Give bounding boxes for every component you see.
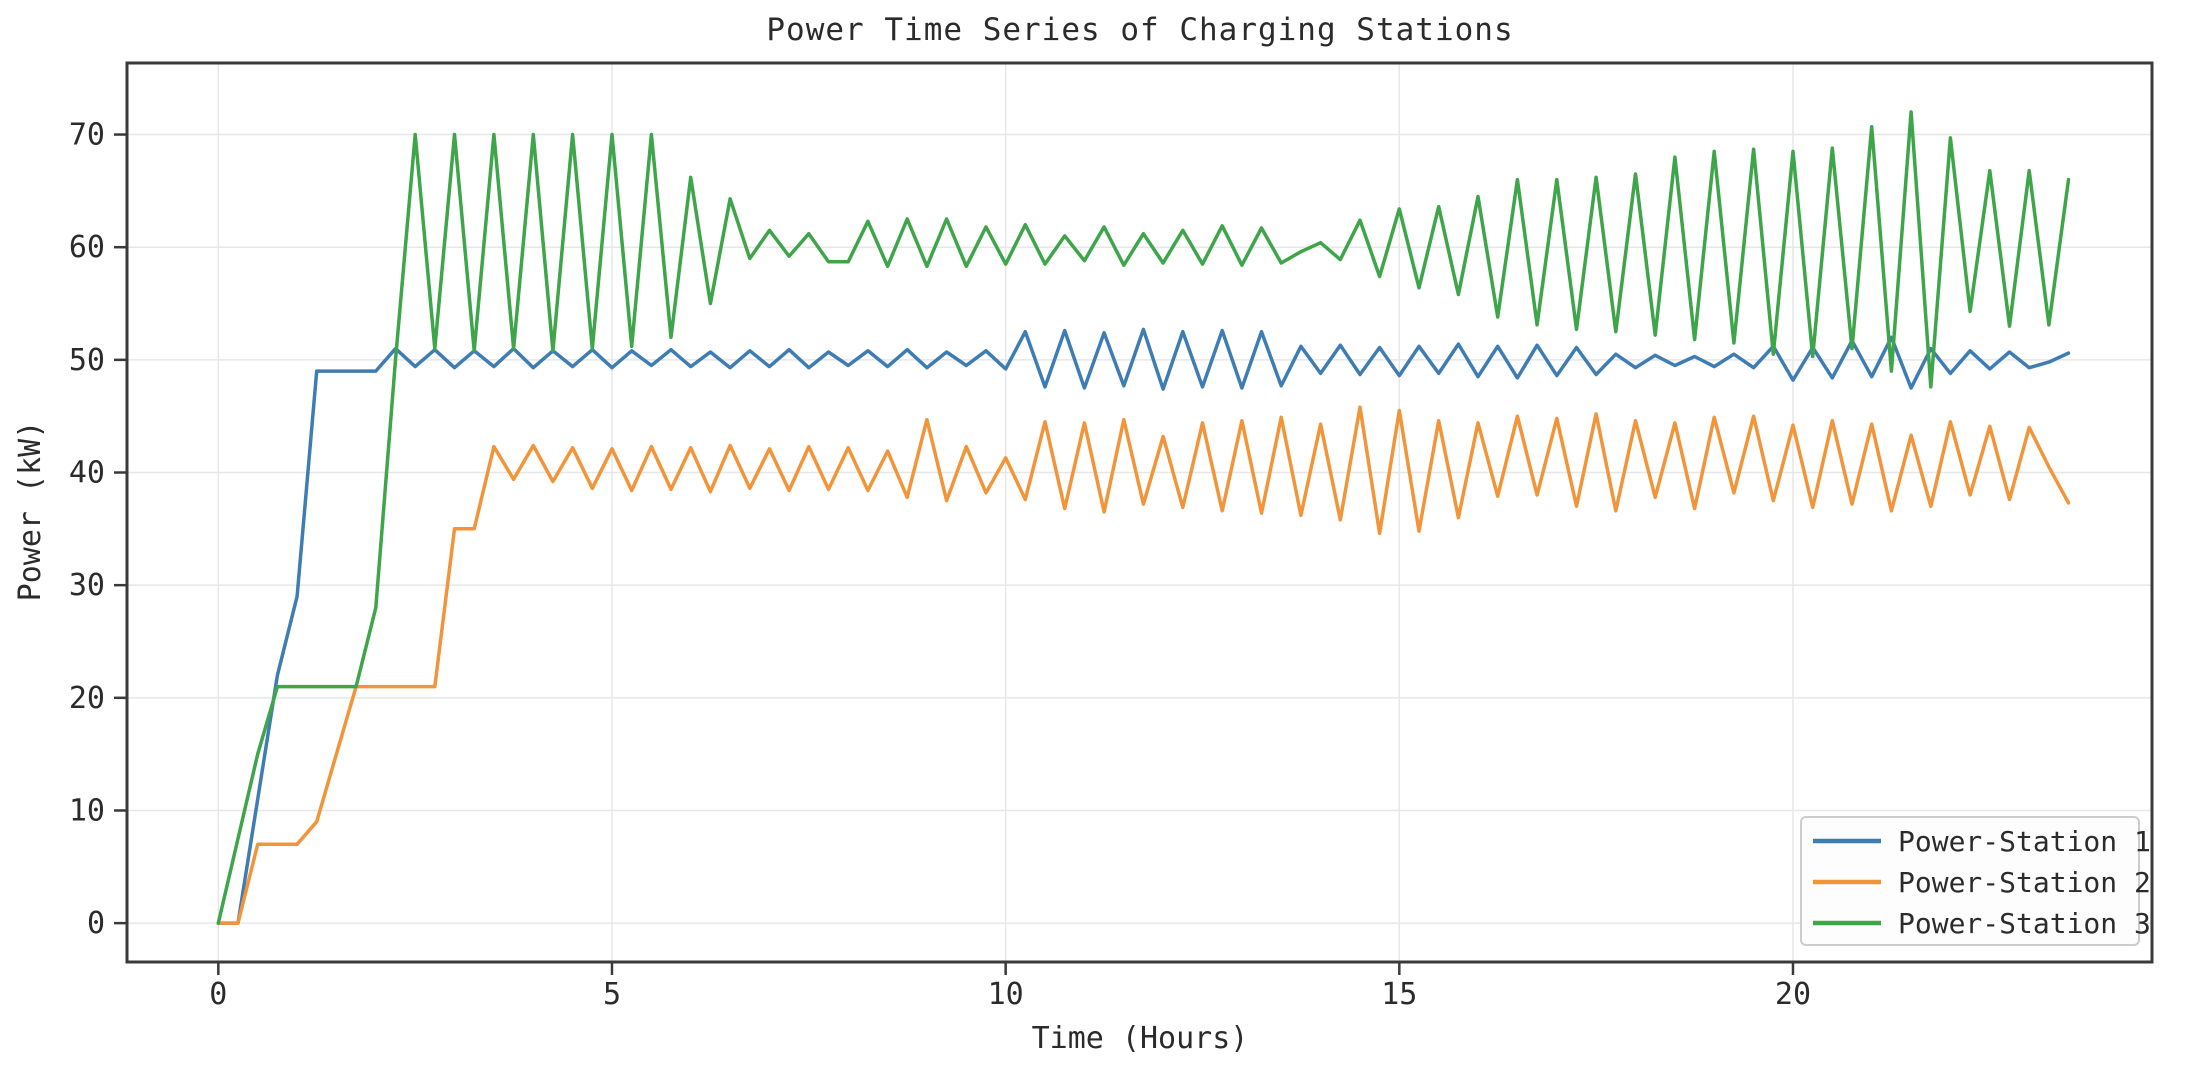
y-tick-label: 70 bbox=[69, 118, 105, 153]
y-tick-label: 50 bbox=[69, 343, 105, 378]
series-lines bbox=[216, 110, 2071, 925]
x-tick-label: 20 bbox=[1775, 977, 1811, 1012]
series-line-3 bbox=[216, 110, 2071, 925]
y-tick-label: 60 bbox=[69, 230, 105, 265]
legend-label-2: Power-Station 2 bbox=[1898, 866, 2151, 899]
axis-ticks bbox=[114, 133, 1795, 975]
axis-tick-labels: 0 10 20 30 40 50 60 70 0 5 10 15 20 bbox=[69, 118, 1811, 1012]
y-tick-label: 40 bbox=[69, 456, 105, 491]
chart-title: Power Time Series of Charging Stations bbox=[766, 12, 1513, 48]
y-tick-label: 30 bbox=[69, 568, 105, 603]
y-tick-label: 0 bbox=[87, 906, 105, 941]
plot-border bbox=[125, 61, 2154, 964]
legend-box bbox=[1800, 816, 2140, 946]
y-tick-label: 20 bbox=[69, 681, 105, 716]
x-tick-label: 0 bbox=[209, 977, 227, 1012]
x-axis-label: Time (Hours) bbox=[1032, 1021, 1249, 1056]
legend: Power-Station 1 Power-Station 2 Power-Stat… bbox=[1800, 816, 2151, 946]
legend-label-1: Power-Station 1 bbox=[1898, 825, 2151, 858]
x-tick-label: 15 bbox=[1381, 977, 1417, 1012]
legend-label-3: Power-Station 3 bbox=[1898, 907, 2151, 940]
axes-spines bbox=[125, 61, 2154, 964]
series-line-2 bbox=[216, 405, 2071, 925]
x-tick-label: 5 bbox=[603, 977, 621, 1012]
y-tick-label: 10 bbox=[69, 793, 105, 828]
y-axis-label: Power (kW) bbox=[13, 421, 48, 602]
series-line-1 bbox=[216, 327, 2071, 925]
x-tick-label: 10 bbox=[988, 977, 1024, 1012]
